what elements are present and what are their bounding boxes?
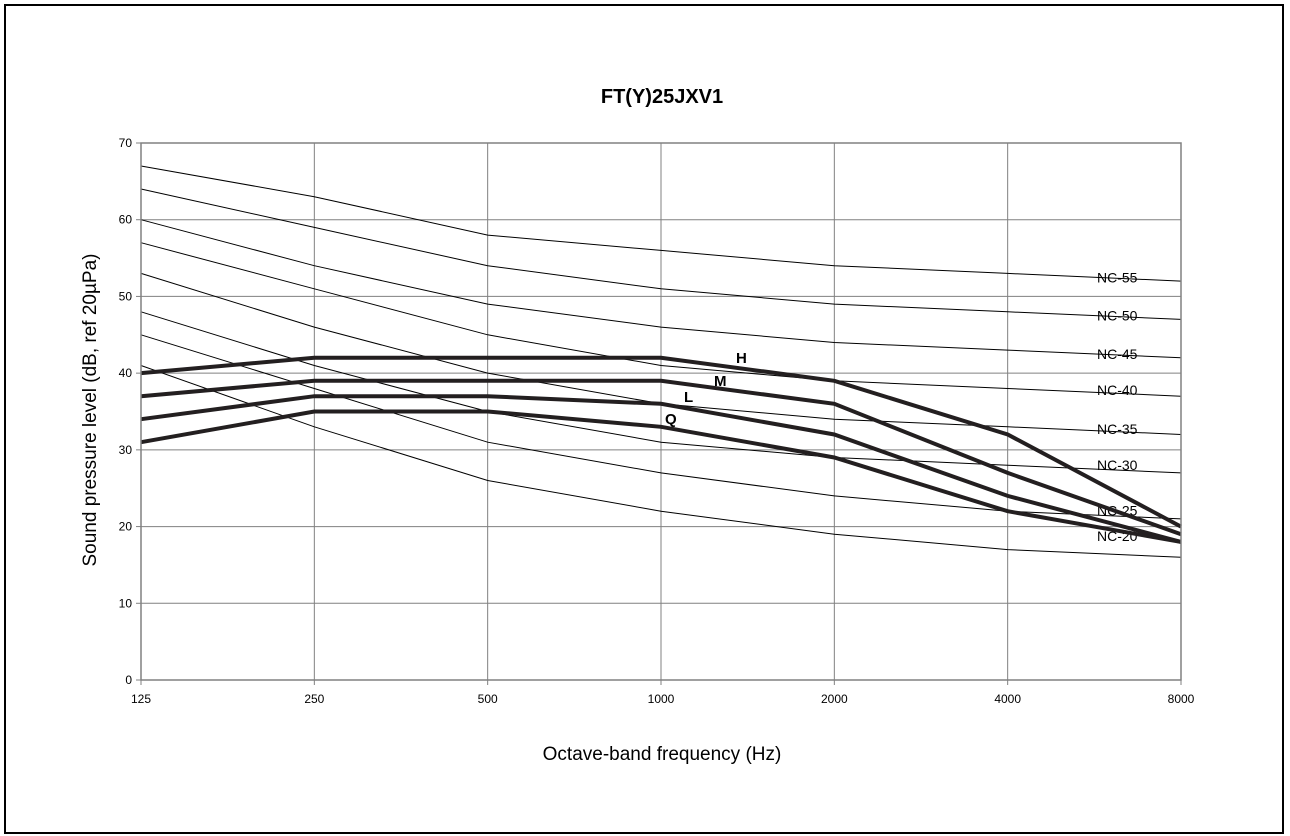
y-tick-label: 60 bbox=[119, 213, 133, 227]
series-label-h: H bbox=[736, 350, 747, 367]
x-tick-label: 1000 bbox=[648, 692, 675, 706]
nc-label-nc-55: NC-55 bbox=[1097, 269, 1138, 285]
y-tick-label: 30 bbox=[119, 443, 133, 457]
y-tick-label: 40 bbox=[119, 366, 133, 380]
series-line-q bbox=[140, 409, 1182, 544]
series-label-m: M bbox=[714, 373, 727, 390]
x-tick-label: 250 bbox=[304, 692, 324, 706]
series-line-l bbox=[140, 394, 1182, 544]
nc-label-nc-45: NC-45 bbox=[1097, 346, 1138, 362]
nc-curve-nc-20 bbox=[140, 365, 1182, 558]
x-tick-label: 500 bbox=[478, 692, 498, 706]
chart-frame bbox=[4, 4, 1284, 834]
series-line-h bbox=[140, 355, 1182, 529]
series-lines: HM LQ bbox=[140, 350, 1182, 544]
series-line-m bbox=[140, 378, 1182, 537]
x-tick-label: 2000 bbox=[821, 692, 848, 706]
x-tick-label: 125 bbox=[131, 692, 151, 706]
plot-area-border bbox=[140, 142, 1182, 681]
x-axis-label: Octave-band frequency (Hz) bbox=[543, 744, 782, 765]
nc-label-nc-30: NC-30 bbox=[1097, 457, 1138, 473]
nc-curve-nc-45 bbox=[140, 219, 1182, 359]
y-tick-label: 70 bbox=[119, 136, 133, 150]
series-label-l: L bbox=[684, 389, 693, 406]
nc-curve-nc-55 bbox=[140, 165, 1182, 282]
nc-label-nc-35: NC-35 bbox=[1097, 421, 1138, 437]
x-tick-label: 8000 bbox=[1168, 692, 1195, 706]
y-tick-label: 0 bbox=[125, 673, 132, 687]
tick-labels: 0 10 20 30 40 50 60 70 125 250 500 1000 2000 4000 8000 bbox=[119, 136, 1195, 706]
nc-label-nc-50: NC-50 bbox=[1097, 308, 1138, 324]
nc-curve-nc-30 bbox=[140, 311, 1182, 474]
nc-curve-nc-50 bbox=[140, 188, 1182, 320]
series-label-q: Q bbox=[665, 411, 677, 428]
y-axis-label: Sound pressure level (dB, ref 20µPa) bbox=[80, 254, 101, 567]
nc-label-nc-40: NC-40 bbox=[1097, 382, 1138, 398]
y-tick-label: 10 bbox=[119, 596, 133, 610]
y-tick-label: 20 bbox=[119, 520, 133, 534]
chart-title: FT(Y)25JXV1 bbox=[601, 86, 723, 108]
x-tick-label: 4000 bbox=[994, 692, 1021, 706]
nc-curve-nc-40 bbox=[140, 242, 1182, 397]
y-tick-label: 50 bbox=[119, 289, 133, 303]
